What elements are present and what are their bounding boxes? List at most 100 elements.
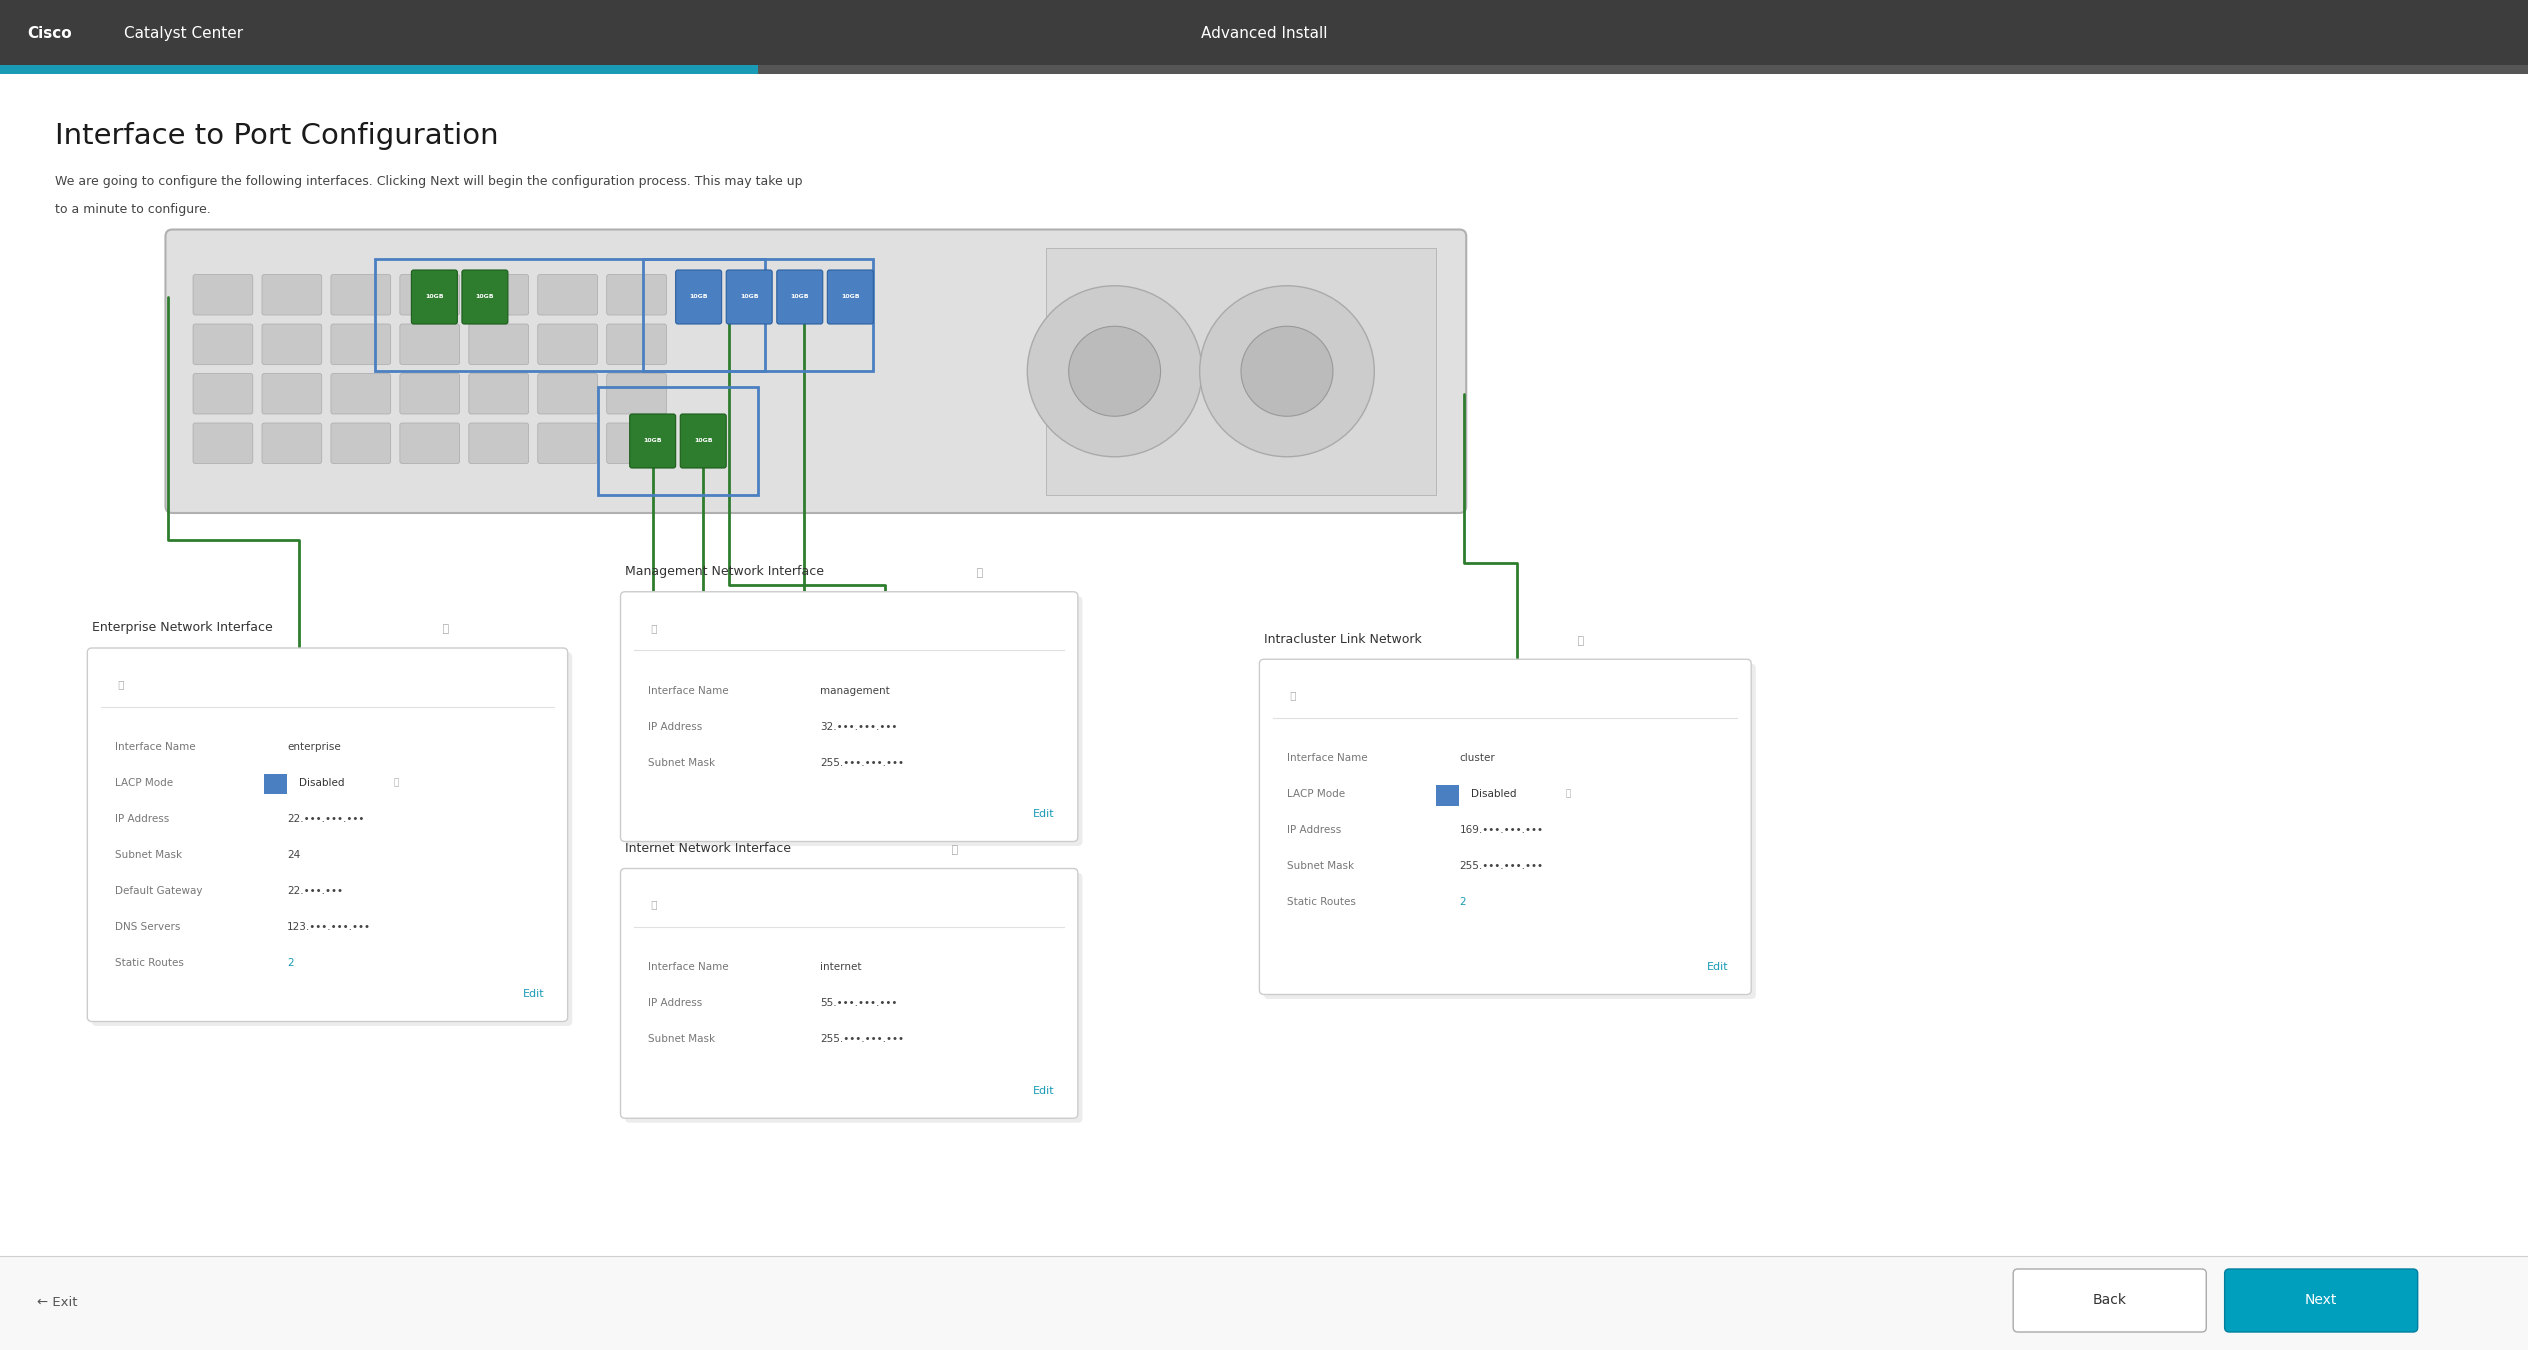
FancyBboxPatch shape — [624, 597, 1082, 846]
Text: Interface Name: Interface Name — [647, 686, 728, 695]
Bar — [0, 65, 758, 74]
Text: 32.•••.•••.•••: 32.•••.•••.••• — [822, 722, 897, 732]
FancyBboxPatch shape — [624, 873, 1082, 1123]
Circle shape — [1201, 286, 1375, 456]
Text: ⓘ: ⓘ — [973, 568, 983, 578]
FancyBboxPatch shape — [607, 324, 667, 365]
Text: Enterprise Network Interface: Enterprise Network Interface — [91, 621, 273, 634]
Bar — [597, 387, 758, 495]
FancyBboxPatch shape — [399, 374, 460, 414]
Text: ⓘ: ⓘ — [392, 779, 399, 787]
FancyBboxPatch shape — [629, 414, 675, 468]
Text: 10GB: 10GB — [693, 439, 713, 444]
Text: ⓘ: ⓘ — [1287, 690, 1297, 701]
FancyBboxPatch shape — [1259, 659, 1752, 995]
Text: IP Address: IP Address — [647, 722, 703, 732]
Text: Intracluster Link Network: Intracluster Link Network — [1264, 633, 1421, 645]
Text: Cisco: Cisco — [28, 26, 73, 42]
Text: 10GB: 10GB — [690, 294, 708, 300]
Text: 10GB: 10GB — [842, 294, 860, 300]
Text: to a minute to configure.: to a minute to configure. — [56, 202, 210, 216]
FancyBboxPatch shape — [192, 374, 253, 414]
FancyBboxPatch shape — [468, 324, 528, 365]
FancyBboxPatch shape — [468, 423, 528, 463]
FancyBboxPatch shape — [468, 274, 528, 315]
FancyBboxPatch shape — [619, 591, 1077, 841]
Text: We are going to configure the following interfaces. Clicking Next will begin the: We are going to configure the following … — [56, 176, 804, 189]
FancyBboxPatch shape — [726, 270, 771, 324]
Text: management: management — [822, 686, 890, 695]
Circle shape — [1069, 327, 1160, 416]
FancyBboxPatch shape — [776, 270, 822, 324]
FancyBboxPatch shape — [399, 423, 460, 463]
FancyBboxPatch shape — [538, 274, 597, 315]
Text: Catalyst Center: Catalyst Center — [124, 26, 243, 42]
FancyBboxPatch shape — [1264, 664, 1757, 999]
Text: Edit: Edit — [523, 990, 544, 999]
FancyBboxPatch shape — [331, 324, 392, 365]
FancyBboxPatch shape — [164, 230, 1466, 513]
FancyBboxPatch shape — [263, 374, 321, 414]
Text: IP Address: IP Address — [114, 814, 169, 824]
FancyBboxPatch shape — [619, 868, 1077, 1118]
FancyBboxPatch shape — [331, 423, 392, 463]
Text: ⓘ: ⓘ — [1562, 790, 1570, 799]
Text: LACP Mode: LACP Mode — [114, 778, 172, 788]
FancyBboxPatch shape — [192, 324, 253, 365]
Text: 169.•••.•••.•••: 169.•••.•••.••• — [1459, 825, 1545, 836]
Text: 2: 2 — [1459, 898, 1466, 907]
FancyBboxPatch shape — [675, 270, 720, 324]
FancyBboxPatch shape — [192, 423, 253, 463]
Text: DNS Servers: DNS Servers — [114, 922, 179, 931]
Text: 10GB: 10GB — [425, 294, 445, 300]
FancyBboxPatch shape — [412, 270, 458, 324]
FancyBboxPatch shape — [463, 270, 508, 324]
Text: ⓘ: ⓘ — [114, 679, 124, 688]
Text: Static Routes: Static Routes — [1287, 898, 1355, 907]
FancyBboxPatch shape — [263, 423, 321, 463]
Text: Subnet Mask: Subnet Mask — [1287, 861, 1355, 871]
Text: 22.•••.•••.•••: 22.•••.•••.••• — [288, 814, 364, 824]
Bar — [374, 259, 766, 371]
Text: Interface to Port Configuration: Interface to Port Configuration — [56, 122, 498, 150]
FancyBboxPatch shape — [399, 324, 460, 365]
Text: Edit: Edit — [1034, 809, 1054, 819]
Text: ⓘ: ⓘ — [647, 622, 657, 633]
FancyBboxPatch shape — [91, 652, 571, 1026]
FancyBboxPatch shape — [538, 324, 597, 365]
Text: 255.•••.•••.•••: 255.•••.•••.••• — [1459, 861, 1545, 871]
Text: Subnet Mask: Subnet Mask — [647, 757, 715, 768]
Text: ⓘ: ⓘ — [948, 845, 958, 855]
Text: ⓘ: ⓘ — [1575, 636, 1585, 645]
Text: Internet Network Interface: Internet Network Interface — [624, 842, 791, 855]
Text: 10GB: 10GB — [741, 294, 758, 300]
Text: 2: 2 — [288, 958, 293, 968]
Bar — [645, 259, 872, 371]
Text: Advanced Install: Advanced Install — [1201, 26, 1327, 42]
FancyBboxPatch shape — [827, 270, 872, 324]
Text: LACP Mode: LACP Mode — [1287, 790, 1345, 799]
FancyBboxPatch shape — [88, 648, 569, 1022]
Text: 255.•••.•••.•••: 255.•••.•••.••• — [822, 1034, 905, 1045]
Text: 55.•••.•••.•••: 55.•••.•••.••• — [822, 999, 897, 1008]
Text: Interface Name: Interface Name — [1287, 753, 1368, 763]
FancyBboxPatch shape — [607, 274, 667, 315]
Text: Next: Next — [2306, 1293, 2338, 1308]
Text: Edit: Edit — [1706, 963, 1729, 972]
Text: ⓘ: ⓘ — [440, 625, 450, 634]
FancyBboxPatch shape — [263, 274, 321, 315]
FancyBboxPatch shape — [538, 423, 597, 463]
FancyBboxPatch shape — [192, 274, 253, 315]
Text: 10GB: 10GB — [475, 294, 495, 300]
Text: Subnet Mask: Subnet Mask — [114, 850, 182, 860]
Text: IP Address: IP Address — [1287, 825, 1342, 836]
Text: Default Gateway: Default Gateway — [114, 886, 202, 896]
Text: 255.•••.•••.•••: 255.•••.•••.••• — [822, 757, 905, 768]
Text: 123.•••.•••.•••: 123.•••.•••.••• — [288, 922, 372, 931]
Text: Disabled: Disabled — [298, 778, 344, 788]
FancyBboxPatch shape — [468, 374, 528, 414]
Text: Interface Name: Interface Name — [647, 963, 728, 972]
FancyBboxPatch shape — [2012, 1269, 2207, 1332]
Text: enterprise: enterprise — [288, 743, 341, 752]
Text: ← Exit: ← Exit — [38, 1296, 78, 1310]
